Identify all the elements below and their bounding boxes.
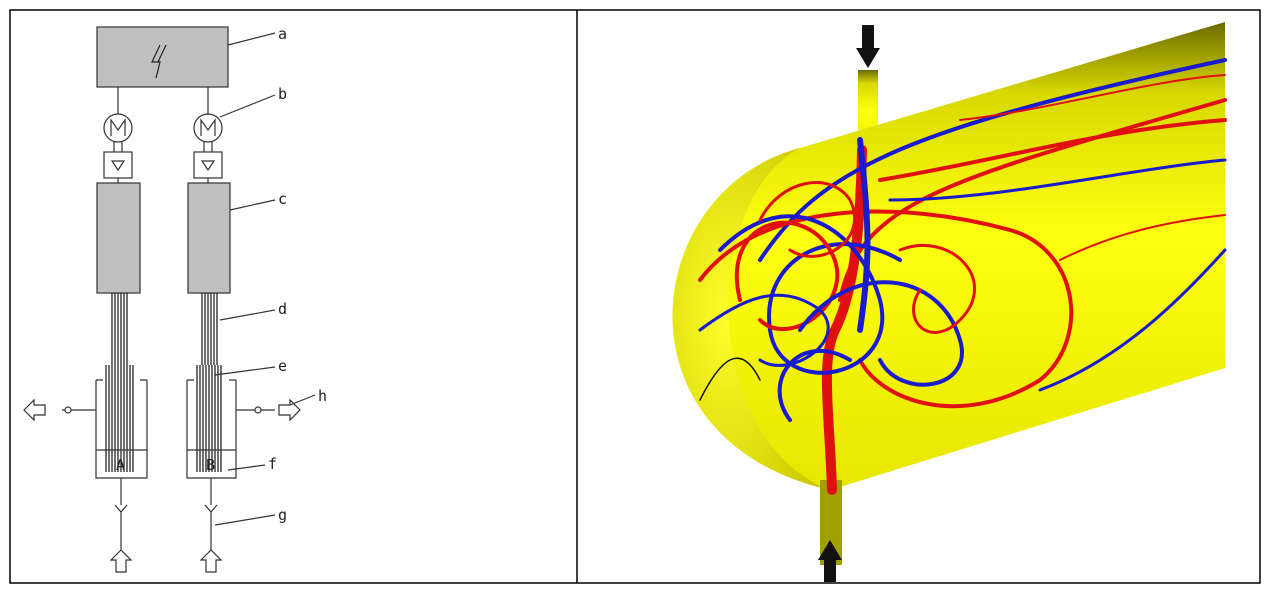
render	[673, 22, 1226, 582]
figure: a b c d e f g h A B	[0, 0, 1272, 586]
label: g	[278, 506, 287, 524]
label: d	[278, 300, 287, 318]
label: e	[278, 357, 287, 375]
label: h	[318, 387, 327, 405]
label: b	[278, 85, 287, 103]
label: f	[268, 455, 277, 473]
label: c	[278, 190, 287, 208]
vessel-label: A	[116, 456, 125, 474]
vessel-label: B	[206, 456, 215, 474]
schematic	[24, 27, 315, 572]
page: a b c d e f g h A B	[0, 0, 1272, 586]
label: a	[278, 25, 287, 43]
